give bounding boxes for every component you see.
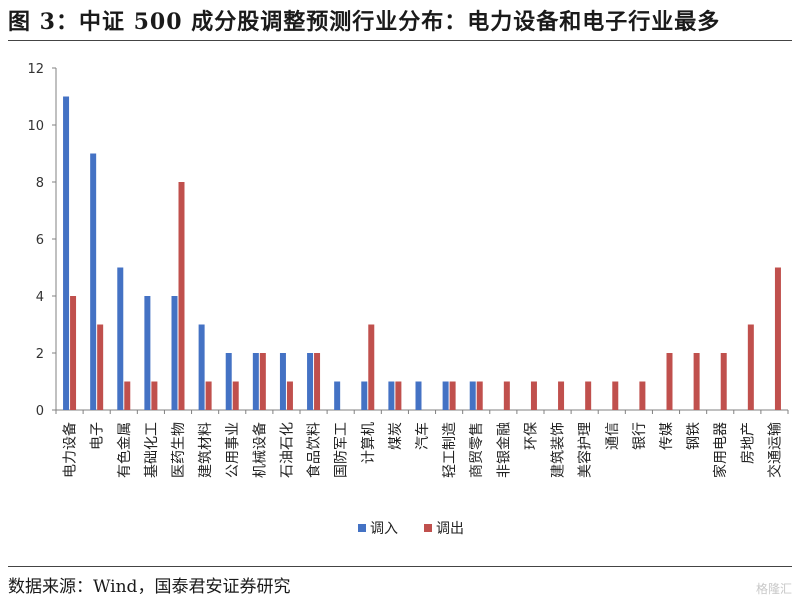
bar-out [449,381,456,410]
y-tick-label: 10 [27,119,44,134]
bar-out [314,353,321,410]
y-tick-label: 12 [27,62,44,77]
bar-out [774,267,781,410]
bar-out [585,381,592,410]
source-rule [8,566,792,567]
x-category-label: 煤炭 [388,422,404,450]
bar-out [476,381,483,410]
y-tick-label: 6 [36,233,44,248]
bar-out [232,381,239,410]
x-category-label: 电力设备 [62,422,79,478]
x-category-label: 钢铁 [686,422,702,450]
bar-in [307,353,314,410]
bar-out [530,381,537,410]
bar-in [144,296,151,410]
x-category-label: 建筑装饰 [551,422,567,478]
x-category-label: 非银金融 [496,422,512,478]
legend-swatch-out [424,524,432,532]
bar-out [151,381,158,410]
x-category-label: 医药生物 [171,422,187,478]
bar-in [334,381,341,410]
legend-label-in: 调入 [370,521,398,537]
bar-in [252,353,259,410]
source-note: 数据来源：Wind，国泰君安证券研究 [8,577,291,597]
x-category-label: 公用事业 [225,422,241,478]
bar-in [63,96,70,410]
bar-in [469,381,476,410]
x-category-label: 传媒 [659,422,675,450]
y-tick-label: 4 [36,290,44,305]
x-category-label: 国防军工 [334,422,350,478]
x-category-label: 计算机 [361,422,377,464]
y-tick-label: 0 [36,404,44,419]
bar-out [558,381,565,410]
bar-out [124,381,131,410]
bar-out [97,324,104,410]
x-category-label: 美容护理 [577,422,594,478]
x-category-label: 通信 [605,422,621,450]
legend-label-out: 调出 [436,521,464,537]
x-category-label: 有色金属 [116,422,133,478]
watermark-logo: 格隆汇 [755,582,792,596]
bar-in [90,153,97,410]
y-tick-label: 8 [36,176,44,191]
bar-out [368,324,375,410]
x-category-label: 轻工制造 [442,422,458,478]
x-category-label: 食品饮料 [306,422,323,478]
bar-out [178,182,185,410]
bar-out [205,381,212,410]
bar-out [612,381,619,410]
x-category-label: 家用电器 [712,422,729,478]
bar-chart: 0 2 4 6 8 10 12 电力设备 电子 有色金属 基础化工 医药生物 建筑材料 公用事业 机械设备石… [27,62,789,537]
bar-out [639,381,646,410]
legend-swatch-in [358,524,366,532]
bar-out [286,381,293,410]
bar-in [198,324,205,410]
x-category-label: 银行 [632,422,648,450]
bar-in [388,381,395,410]
title-rule [8,40,792,41]
x-category-label: 房地产 [740,422,756,464]
figure-title: 图 3：中证 500 成分股调整预测行业分布：电力设备和电子行业最多 [8,9,721,35]
bar-out [666,353,673,410]
bar-out [720,353,727,410]
bar-out [70,296,77,410]
x-category-label: 建筑材料 [198,422,214,478]
bar-out [747,324,754,410]
bar-out [693,353,700,410]
x-category-label: 环保 [523,422,539,450]
bar-in [279,353,286,410]
x-category-label: 基础化工 [143,422,160,478]
bar-in [117,267,124,410]
bar-in [415,381,422,410]
x-category-label: 交通运输 [766,422,783,478]
x-category-label: 石油石化 [279,422,295,478]
bar-out [395,381,402,410]
x-category-label: 机械设备 [251,422,268,478]
bar-out [259,353,266,410]
bar-in [171,296,178,410]
x-category-label: 电子 [90,422,106,450]
bar-in [442,381,449,410]
bar-in [361,381,368,410]
x-category-label: 商贸零售 [469,422,485,478]
x-category-label: 汽车 [414,422,431,450]
bar-in [225,353,232,410]
bar-out [503,381,510,410]
y-tick-label: 2 [36,347,44,362]
